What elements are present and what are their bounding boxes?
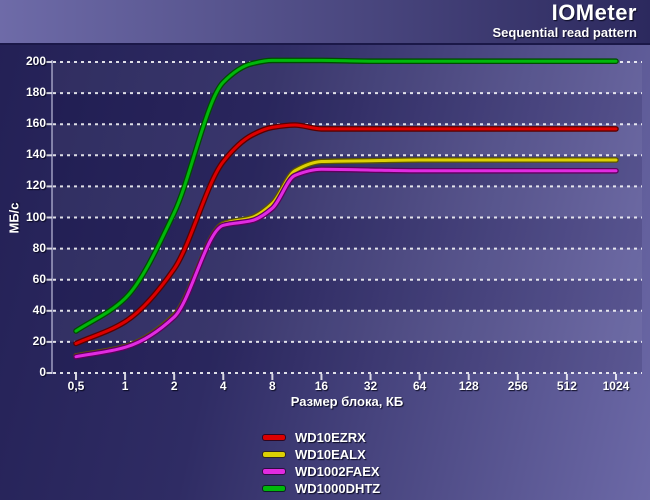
plot-band <box>52 124 642 156</box>
series-line-edge-WD1000DHTZ <box>73 57 619 334</box>
series-line-WD10EALX <box>74 158 618 358</box>
y-tick-label: 100 <box>25 209 46 224</box>
x-tick-label: 1 <box>121 379 129 393</box>
series-line-WD10EZRX <box>74 123 618 345</box>
legend: WD10EZRX WD10EALX WD1002FAEX WD1000DHTZ <box>262 429 380 497</box>
series-line-edge-WD10EZRX <box>73 122 619 347</box>
series-line-edge-WD10EALX <box>73 157 619 359</box>
x-tick-label: 8 <box>269 379 276 393</box>
y-tick-label: 40 <box>32 302 46 317</box>
y-tick-label: 160 <box>25 116 46 131</box>
legend-swatch-icon <box>262 485 286 492</box>
plot-band <box>52 186 642 218</box>
series-line-WD1002FAEX <box>74 167 618 359</box>
plot-band <box>52 279 642 311</box>
y-tick-label: 80 <box>32 240 46 255</box>
chart-subtitle: Sequential read pattern <box>492 25 637 40</box>
y-tick-label: 20 <box>32 333 46 348</box>
legend-item: WD1002FAEX <box>262 463 380 480</box>
legend-swatch-icon <box>262 468 286 475</box>
y-tick-label: 120 <box>25 178 46 193</box>
legend-swatch-icon <box>262 451 286 458</box>
legend-item: WD1000DHTZ <box>262 480 380 497</box>
plot-band <box>52 310 642 342</box>
x-tick-label: 16 <box>314 379 329 393</box>
x-tick-label: 64 <box>412 379 427 393</box>
y-tick-label: 0 <box>39 365 46 379</box>
plot-band <box>52 155 642 187</box>
legend-item: WD10EZRX <box>262 429 380 446</box>
x-tick-label: 32 <box>363 379 378 393</box>
x-tick-label: 2 <box>170 379 178 393</box>
x-tick-label: 0,5 <box>67 379 85 393</box>
y-tick-label: 180 <box>25 85 46 100</box>
plot-band <box>52 248 642 280</box>
series-line-WD1000DHTZ <box>74 58 618 333</box>
legend-label: WD1002FAEX <box>295 464 380 479</box>
plot-band <box>52 217 642 249</box>
plot-band <box>52 62 642 94</box>
x-tick-label: 1024 <box>602 379 630 393</box>
plot-band <box>52 341 642 373</box>
x-tick-label: 128 <box>458 379 479 393</box>
plot-band <box>52 93 642 125</box>
legend-swatch-icon <box>262 434 286 441</box>
x-tick-label: 4 <box>219 379 227 393</box>
legend-label: WD10EALX <box>295 447 366 462</box>
legend-item: WD10EALX <box>262 446 380 463</box>
x-tick-label: 512 <box>556 379 577 393</box>
series-line-edge-WD1002FAEX <box>73 166 619 360</box>
x-axis-title: Размер блока, КБ <box>290 394 404 409</box>
legend-label: WD10EZRX <box>295 430 366 445</box>
y-tick-label: 60 <box>32 271 46 286</box>
chart-header: IOMeter Sequential read pattern <box>0 0 650 45</box>
y-tick-label: 200 <box>25 54 46 68</box>
y-tick-label: 140 <box>25 147 46 162</box>
x-tick-label: 256 <box>507 379 528 393</box>
chart-title: IOMeter <box>551 0 637 25</box>
legend-label: WD1000DHTZ <box>295 481 381 496</box>
